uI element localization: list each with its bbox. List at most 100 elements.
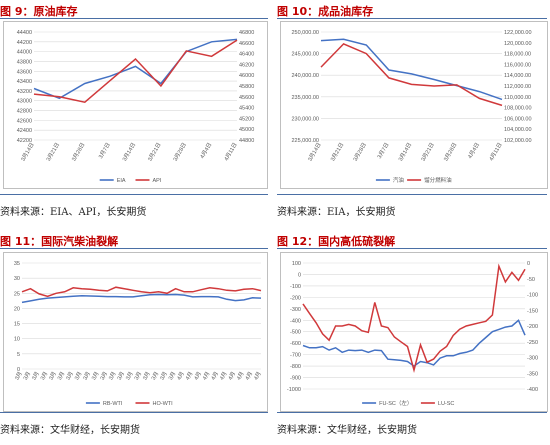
legend-label: RB-WTI — [103, 401, 123, 407]
y-tick-label-left: -100 — [290, 284, 301, 290]
y-tick-label-left: -600 — [290, 341, 301, 347]
y-tick-label-right: 108,000.00 — [504, 106, 532, 112]
y-tick-label-left: 42600 — [17, 118, 32, 124]
y-tick-label-left: 245,000.00 — [291, 52, 319, 58]
x-tick-label: 3月14日 — [121, 142, 137, 163]
chart-frame: 100 0 -100 -200 -300 -400 -500 -600 -700 -800 -900… — [280, 252, 548, 412]
y-tick-label-left: 100 — [292, 261, 301, 267]
y-tick-label-right: -400 — [527, 387, 538, 393]
y-tick-label-left: 225,000.00 — [291, 138, 319, 144]
series-line-1 — [302, 319, 526, 368]
chart-product-inventory: 250,000.00 245,000.00 240,000.00 235,000.00… — [291, 30, 532, 184]
x-tick-label: 3月21日 — [420, 142, 436, 163]
series-line-2 — [21, 286, 262, 298]
y-tick-label-right: -200 — [527, 324, 538, 330]
chart-frame: 35 30 25 20 15 10 5 0 3月 3月 3月 3月 3月 3月 3月 3月 3月 3月 3月 3月 3月… — [3, 252, 268, 412]
y-tick-label-left: 25 — [14, 291, 20, 297]
x-tick-label: 3月7日 — [376, 142, 391, 160]
y-tick-label-right: 45800 — [239, 84, 254, 90]
x-tick-label: 3月28日 — [70, 142, 86, 163]
x-tick-label: 4月 — [235, 371, 245, 382]
x-tick-label: 3月14日 — [397, 142, 413, 163]
y-tick-label-right: -250 — [527, 340, 538, 346]
panel-title: 图 9：原油库存 — [0, 5, 78, 18]
x-tick-label: 4月11日 — [488, 142, 504, 163]
x-tick-label: 3月21日 — [146, 142, 162, 163]
y-tick-label-left: -900 — [290, 376, 301, 382]
title-rule — [277, 248, 547, 249]
series-line-1 — [320, 38, 503, 101]
source-rule — [277, 194, 547, 195]
y-tick-label-left: 15 — [14, 322, 20, 328]
x-tick-label: 3月 — [158, 371, 168, 382]
y-tick-label-right: 104,000.00 — [504, 127, 532, 133]
x-tick-label: 3月 — [90, 371, 100, 382]
y-tick-label-left: 0 — [17, 367, 20, 373]
x-tick-label: 3月21日 — [329, 142, 345, 163]
y-tick-label-left: 35 — [14, 261, 20, 267]
y-tick-label-left: -500 — [290, 330, 301, 336]
y-tick-label-left: 0 — [298, 272, 301, 278]
x-tick-label: 3月28日 — [172, 142, 188, 163]
y-tick-label-right: 114,000.00 — [504, 73, 531, 79]
y-tick-label-left: -200 — [290, 295, 301, 301]
y-tick-label-left: -1000 — [287, 387, 301, 393]
y-tick-label-left: 235,000.00 — [291, 95, 319, 101]
x-tick-label: 3月28日 — [442, 142, 458, 163]
y-tick-label-right: 45200 — [239, 116, 254, 122]
x-tick-label: 4月 — [244, 371, 254, 382]
y-tick-label-left: 44400 — [17, 30, 32, 36]
legend-label: API — [153, 178, 162, 184]
x-tick-label: 4月 — [210, 371, 220, 382]
y-tick-label-left: 42200 — [17, 138, 32, 144]
y-tick-label-left: 10 — [14, 337, 20, 343]
y-tick-label-right: 120,000.00 — [504, 41, 532, 47]
y-tick-label-left: -800 — [290, 364, 301, 370]
y-tick-label-right: 45400 — [239, 106, 254, 112]
y-tick-label-left: 43400 — [17, 79, 32, 85]
x-tick-label: 4月11日 — [223, 142, 239, 163]
title-rule — [277, 18, 547, 19]
legend-label: EIA — [117, 178, 126, 184]
x-tick-label: 3月 — [22, 371, 32, 382]
y-tick-label-left: 250,000.00 — [291, 30, 319, 36]
series-line-2 — [320, 43, 503, 107]
y-tick-label-left: 43000 — [17, 99, 32, 105]
panel-title: 图 12：国内高低硫裂解 — [277, 235, 396, 248]
chart-crude-inventory: 44400 44200 44000 43800 43600 43400 43200 43000… — [17, 30, 255, 184]
y-tick-label-right: 45000 — [239, 127, 254, 133]
y-tick-label-right: 110,000.00 — [504, 95, 531, 101]
x-tick-label: 3月 — [30, 371, 40, 382]
x-tick-label: 3月 — [167, 371, 177, 382]
x-tick-label: 4月 — [227, 371, 237, 382]
panel-domestic-sulfur-crack: 图 12：国内高低硫裂解 100 0 -100 -200 -300 -400 -500 -60… — [277, 225, 550, 445]
x-tick-label: 4月 — [176, 371, 186, 382]
y-tick-label-right: 46200 — [239, 62, 254, 68]
x-tick-label: 3月 — [99, 371, 109, 382]
panel-title: 图 10：成品油库存 — [277, 5, 374, 18]
x-tick-label: 4月 — [252, 371, 262, 382]
x-tick-label: 3月7日 — [97, 142, 112, 160]
y-tick-label-right: 46800 — [239, 30, 254, 36]
series-line-1 — [21, 293, 262, 304]
source-note: 资料来源：文华财经，长安期货 — [277, 425, 417, 436]
x-tick-label: 3月 — [73, 371, 83, 382]
panel-crude-inventory: 图 9：原油库存 44400 44200 44000 43800 43600 43400 4… — [0, 0, 270, 222]
y-tick-label-right: 102,000.00 — [504, 138, 532, 144]
x-tick-label: 3月21日 — [45, 142, 61, 163]
y-tick-label-left: 42800 — [17, 109, 32, 115]
y-tick-label-right: 45600 — [239, 95, 254, 101]
x-tick-label: 3月 — [107, 371, 117, 382]
y-tick-label-right: 122,000.00 — [504, 30, 532, 36]
title-rule — [0, 248, 268, 249]
x-tick-label: 3月 — [133, 371, 143, 382]
source-rule — [277, 412, 547, 413]
chart-domestic-sulfur-crack: 100 0 -100 -200 -300 -400 -500 -600 -700 -800 -900… — [287, 261, 538, 407]
x-tick-label: 4月 — [184, 371, 194, 382]
y-tick-label-left: 230,000.00 — [291, 116, 319, 122]
panel-title: 图 11：国际汽柴油裂解 — [0, 235, 119, 248]
y-tick-label-left: -700 — [290, 353, 301, 359]
y-tick-label-left: -400 — [290, 318, 301, 324]
y-tick-label-left: -300 — [290, 307, 301, 313]
